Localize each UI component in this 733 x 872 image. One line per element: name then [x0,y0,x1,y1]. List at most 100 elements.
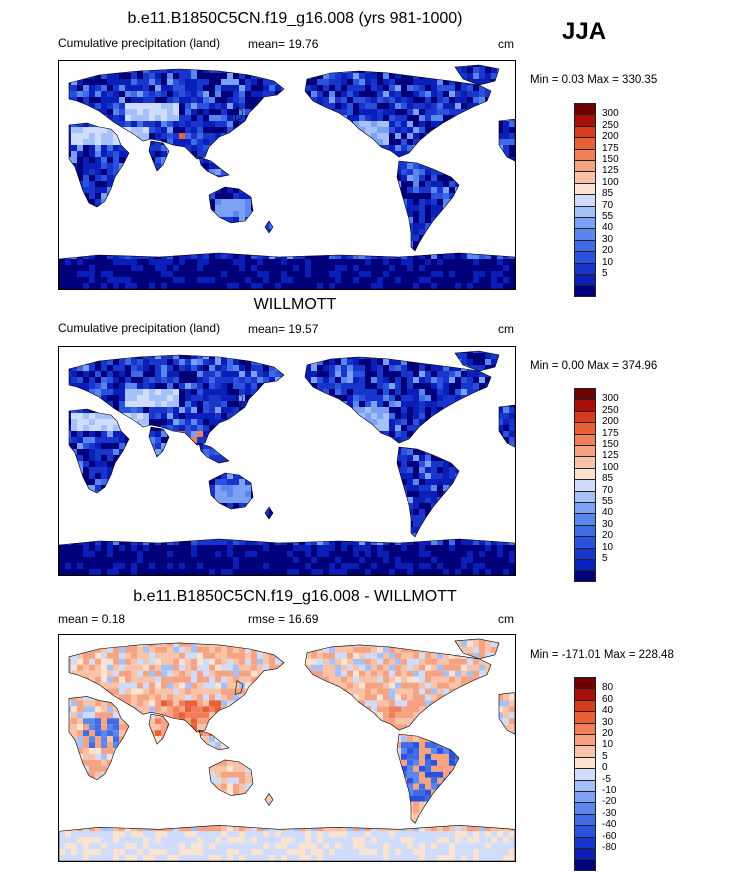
colorbar-tick-label: -30 [602,807,617,819]
colorbar-swatch [574,194,596,207]
colorbar-swatch [574,388,596,400]
colorbar-swatch [574,768,596,781]
map-canvas [59,638,515,861]
colorbar-tick-label: 175 [602,142,619,154]
coastline-eafrica_right [498,404,515,448]
colorbar-tick-label: 250 [602,404,619,416]
coastline-africa [68,408,130,494]
panel2-minmax: Min = 0.00 Max = 374.96 [530,360,658,372]
colorbar-tick-label: 85 [602,188,614,200]
colorbar-tick-label: 40 [602,705,614,717]
panel3-map [58,634,516,862]
colorbar-tick-label: 150 [602,154,619,165]
coastline-japan [234,392,244,408]
colorbar-tick-label: 150 [602,439,619,450]
coastline-samerica [396,446,460,538]
colorbar-tick-label: -40 [602,819,617,831]
colorbar-swatch [574,239,596,252]
colorbar-swatch [574,813,596,826]
colorbar-tick-label: 30 [602,233,614,245]
colorbar-swatch [574,410,596,423]
colorbar-tick-label: 40 [602,507,614,519]
colorbar-swatch [574,536,596,549]
coastline-japan [234,680,244,695]
colorbar-tick-label: 40 [602,222,614,234]
coastline-samerica [396,160,460,252]
coastline-namerica [304,644,492,731]
colorbar-tick-label: 70 [602,484,614,496]
coastline-namerica [304,356,492,444]
colorbar-swatch [574,791,596,803]
colorbar-swatch [574,103,596,115]
map-canvas [59,64,515,289]
panel3-minmax: Min = -171.01 Max = 228.48 [530,649,674,661]
colorbar-swatch [574,779,596,792]
colorbar-swatch [574,182,596,195]
coastline-seasia [198,729,230,751]
colorbar-swatch [574,859,596,872]
panel1-colorbar: 300 250 200 175 150 125 100 85 70 55 40 30 20 10 5 [574,103,619,298]
colorbar-tick-label: 5 [602,750,608,762]
panel2-title: WILLMOTT [253,296,337,313]
colorbar-swatch [574,217,596,229]
colorbar-swatch [574,848,596,860]
colorbar-swatch [574,262,596,275]
panel1-minmax: Min = 0.03 Max = 330.35 [530,74,658,86]
colorbar-swatch [574,677,596,689]
panel2-unit: cm [498,322,514,336]
colorbar-swatch [574,467,596,480]
colorbar-tick-label: 5 [602,268,608,279]
panel1-unit: cm [498,37,514,51]
colorbar-tick-label: 30 [602,518,614,530]
coastline-india [148,140,170,172]
coastline-india [148,426,170,458]
colorbar-swatch [574,160,596,172]
panel1-left-label: Cumulative precipitation (land) [58,36,221,50]
colorbar-swatch [574,251,596,264]
colorbar-tick-label: 55 [602,211,614,222]
colorbar-tick-label: 125 [602,450,619,462]
colorbar-tick-label: 125 [602,165,619,177]
colorbar-swatch [574,502,596,514]
coastline-samerica [396,733,460,824]
colorbar-tick-label: 0 [602,762,608,774]
panel1-map [58,60,516,290]
colorbar-tick-label: 70 [602,199,614,211]
coastline-seasia [198,156,230,178]
panel2-mean: mean= 19.57 [248,322,319,336]
colorbar-swatch [574,171,596,184]
colorbar-tick-label: 55 [602,496,614,507]
colorbar-tick-label: 85 [602,473,614,485]
panel3-rmse: rmse = 16.69 [248,612,319,626]
colorbar-swatch [574,114,596,127]
colorbar-swatch [574,125,596,138]
colorbar-swatch [574,479,596,492]
coastline-namerica [304,70,492,158]
panel2-left-label: Cumulative precipitation (land) [58,321,221,335]
coastline-nz [264,220,274,234]
colorbar-swatch [574,228,596,241]
coastline-greenland [454,64,500,86]
panel3-mean: mean = 0.18 [58,612,126,626]
panel3-title: b.e11.B1850C5CN.f19_g16.008 - WILLMOTT [133,588,457,605]
colorbar-tick-label: 100 [602,461,619,473]
colorbar-swatch [574,433,596,446]
season-label: JJA [562,18,607,45]
coastline-seasia [198,442,230,464]
coastline-eurasia [68,68,285,160]
colorbar-swatch [574,711,596,724]
colorbar-swatch [574,137,596,150]
colorbar-swatch [574,205,596,218]
colorbar-tick-label: 20 [602,530,614,542]
coastline-greenland [454,350,500,372]
coastline-africa [68,122,130,208]
colorbar-tick-label: 200 [602,416,619,428]
colorbar-swatch [574,745,596,758]
panel2-map [58,346,516,576]
coastline-india [148,713,170,745]
panel3-colorbar: 80 60 40 30 20 10 5 0 -5 -10 -20 -30 -40 -60 -80 [574,677,616,872]
colorbar-tick-label: 10 [602,739,614,751]
colorbar-tick-label: -60 [602,830,617,842]
coastline-greenland [454,638,500,660]
colorbar-swatch [574,722,596,735]
